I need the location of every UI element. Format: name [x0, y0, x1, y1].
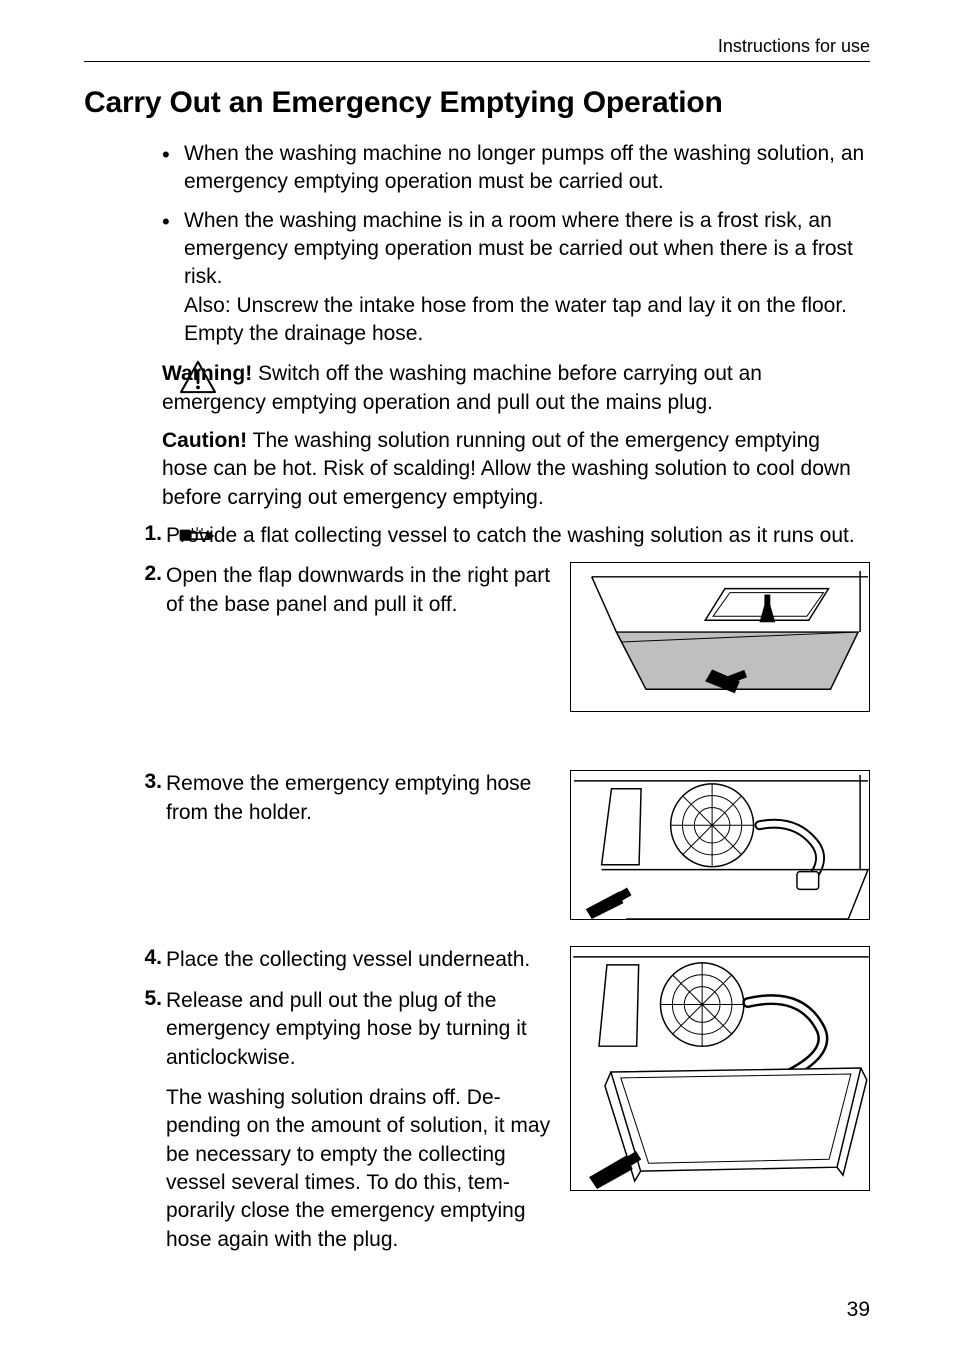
- step-number: 3.: [136, 770, 162, 794]
- page-number: 39: [847, 1298, 870, 1322]
- step-number: 2.: [136, 562, 162, 586]
- step-text: Release and pull out the plug of the eme…: [166, 987, 552, 1072]
- step-text: Provide a flat collecting vessel to catc…: [166, 522, 870, 550]
- step-1: 1. Provide a flat collecting vessel to c…: [136, 522, 870, 550]
- warning-icon: [168, 360, 228, 399]
- step-list: 1. Provide a flat collecting vessel to c…: [136, 522, 870, 1254]
- spacer: [136, 712, 870, 770]
- step-5-extra: The washing solution drains off. De­pend…: [166, 1084, 552, 1254]
- step-2-row: 2. Open the flap downwards in the right …: [136, 562, 870, 712]
- warning-paragraph: Warning! Switch off the washing machine …: [162, 360, 870, 417]
- header-rule: [84, 61, 870, 62]
- step-text: Remove the emergency emptying hose from …: [166, 770, 552, 827]
- spacer: [136, 920, 870, 946]
- step-number: 4.: [136, 946, 162, 970]
- running-head: Instructions for use: [84, 36, 870, 57]
- bullet-item: When the washing machine is in a room wh…: [162, 207, 870, 349]
- step-4: 4. Place the collecting vessel underneat…: [136, 946, 552, 974]
- step-text: Open the flap downwards in the right par…: [166, 562, 552, 619]
- manual-page: Instructions for use Carry Out an Emerge…: [0, 0, 954, 1352]
- intro-block: When the washing machine no longer pumps…: [162, 140, 870, 348]
- figure-3: [570, 946, 870, 1191]
- step-2: 2. Open the flap downwards in the right …: [136, 562, 552, 619]
- bullet-item: When the washing machine no longer pumps…: [162, 140, 870, 197]
- step-number: 1.: [136, 522, 162, 546]
- figure-2: [570, 770, 870, 920]
- warning-text: Switch off the washing machine before ca…: [162, 362, 762, 413]
- hand-icon: [168, 524, 228, 553]
- step-45-row: 4. Place the collecting vessel underneat…: [136, 946, 870, 1253]
- page-title: Carry Out an Emergency Emptying Operatio…: [84, 86, 870, 120]
- step-number: 5.: [136, 987, 162, 1011]
- figure-1: [570, 562, 870, 712]
- steps-block: 1. Provide a flat collecting vessel to c…: [84, 522, 870, 1254]
- warning-row: Warning! Switch off the washing machine …: [84, 360, 870, 512]
- step-3: 3. Remove the emergency emptying hose fr…: [136, 770, 552, 827]
- caution-label: Caution!: [162, 429, 247, 452]
- bullet-extra: Also: Unscrew the intake hose from the w…: [184, 294, 847, 345]
- caution-text: The washing solution running out of the …: [162, 429, 851, 509]
- step-3-row: 3. Remove the emergency emptying hose fr…: [136, 770, 870, 920]
- caution-paragraph: Caution! The washing solution running ou…: [162, 427, 870, 512]
- bullet-text: When the washing machine is in a room wh…: [184, 209, 853, 289]
- bullet-list: When the washing machine no longer pumps…: [162, 140, 870, 348]
- step-text: Place the collecting vessel underneath.: [166, 946, 552, 974]
- step-5: 5. Release and pull out the plug of the …: [136, 987, 552, 1072]
